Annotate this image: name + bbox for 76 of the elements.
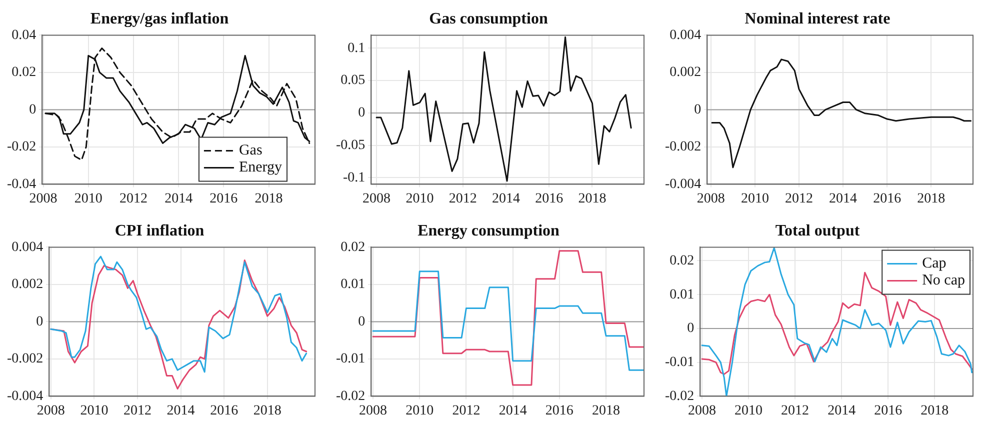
y-tick-label: 0.02 [340, 240, 366, 255]
x-tick-label: 2014 [492, 191, 520, 206]
x-tick-label: 2014 [166, 403, 195, 418]
y-tick-label: -0.04 [6, 176, 36, 192]
y-tick-label: -0.004 [6, 388, 44, 404]
chart-title: Energy/gas inflation [90, 10, 229, 28]
x-tick-label: 2010 [74, 191, 102, 206]
y-tick-label: 0.004 [670, 28, 702, 43]
x-tick-label: 2012 [452, 403, 480, 418]
y-tick-label: 0.05 [340, 73, 366, 88]
x-tick-label: 2018 [253, 403, 282, 418]
y-tick-label: -0.01 [664, 355, 694, 370]
x-tick-label: 2018 [917, 191, 946, 206]
y-tick-label: -0.02 [664, 388, 694, 404]
x-tick-label: 2010 [406, 403, 434, 418]
x-tick-label: 2016 [545, 403, 574, 418]
chart-title: Gas consumption [429, 10, 548, 28]
x-tick-label: 2014 [164, 191, 193, 206]
x-tick-label: 2010 [80, 403, 108, 418]
y-tick-label: 0.04 [12, 28, 36, 43]
x-tick-label: 2018 [592, 403, 620, 418]
legend-label: Energy [238, 160, 282, 176]
x-tick-label: 2010 [740, 191, 769, 206]
x-tick-label: 2008 [29, 191, 58, 206]
y-tick-label: -0.002 [6, 352, 44, 367]
y-tick-label: 0.004 [12, 240, 44, 255]
x-tick-label: 2010 [406, 191, 434, 206]
x-tick-label: 2012 [123, 403, 152, 418]
x-tick-label: 2010 [734, 403, 763, 418]
chart-title: Total output [775, 222, 860, 240]
x-tick-label: 2014 [498, 403, 527, 418]
x-tick-label: 2016 [535, 191, 564, 206]
chart-title: Energy consumption [418, 222, 560, 240]
y-tick-label: -0.002 [664, 140, 702, 155]
y-tick-label: 0 [694, 102, 702, 118]
y-tick-label: -0.05 [336, 138, 366, 153]
x-tick-label: 2012 [781, 403, 810, 418]
x-tick-label: 2016 [210, 403, 238, 418]
y-tick-label: -0.02 [336, 388, 366, 404]
y-tick-label: 0 [687, 321, 694, 336]
y-tick-label: 0.02 [12, 65, 36, 80]
x-tick-label: 2018 [254, 191, 283, 206]
x-tick-label: 2016 [210, 191, 238, 206]
x-tick-label: 2012 [448, 191, 477, 206]
legend-label: Cap [922, 256, 946, 272]
y-tick-label: -0.02 [6, 140, 36, 155]
y-tick-label: 0.002 [12, 277, 44, 292]
y-tick-label: 0 [358, 314, 366, 330]
y-tick-label: -0.004 [664, 176, 702, 192]
x-tick-label: 2014 [829, 191, 858, 206]
y-tick-label: 0.1 [348, 40, 366, 56]
x-tick-label: 2008 [36, 403, 65, 418]
x-tick-label: 2008 [688, 403, 716, 418]
y-tick-label: 0 [36, 314, 44, 330]
chart-title: Nominal interest rate [744, 10, 890, 28]
x-tick-label: 2008 [359, 403, 388, 418]
x-tick-label: 2014 [828, 403, 856, 418]
y-tick-label: 0.01 [670, 287, 694, 302]
x-tick-label: 2018 [920, 403, 949, 418]
x-tick-label: 2018 [578, 191, 606, 206]
x-tick-label: 2012 [785, 191, 814, 206]
y-tick-label: -0.01 [336, 352, 366, 367]
x-tick-label: 2016 [873, 191, 902, 206]
legend-label: No cap [922, 272, 966, 289]
x-tick-label: 2016 [874, 403, 902, 418]
y-tick-label: 0.02 [670, 253, 694, 268]
y-tick-label: -0.1 [342, 170, 366, 186]
x-tick-label: 2008 [696, 191, 725, 206]
y-tick-label: 0.002 [670, 65, 702, 80]
y-tick-label: 0.01 [340, 277, 366, 292]
y-tick-label: 0 [29, 102, 36, 118]
y-tick-label: 0 [358, 106, 366, 121]
x-tick-label: 2012 [119, 191, 148, 206]
chart-title: CPI inflation [114, 222, 204, 240]
legend-label: Gas [238, 142, 262, 159]
x-tick-label: 2008 [362, 191, 391, 206]
